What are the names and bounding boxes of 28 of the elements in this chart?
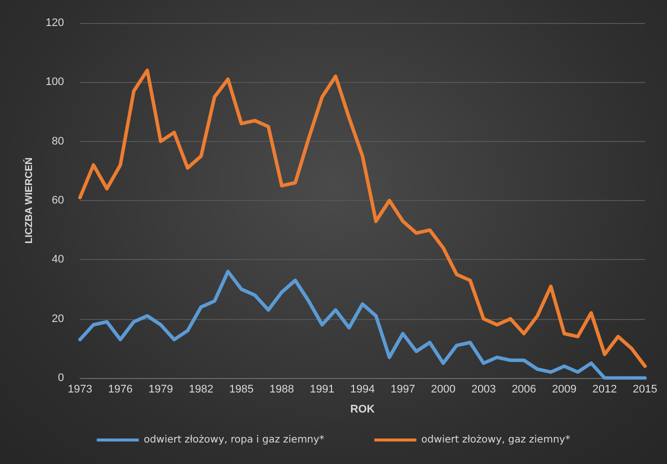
x-tick-label: 2015 [632,384,658,396]
x-tick-label: 1991 [310,384,334,396]
y-tick-label: 100 [46,76,64,88]
line-series [78,68,647,368]
y-tick-label: 80 [52,135,64,148]
x-axis-title: ROK [350,404,375,416]
x-tick-label: 1997 [390,384,416,396]
x-tick-label: 1994 [350,384,375,396]
x-tick-label: 1988 [270,384,294,396]
y-tick-label: 40 [52,254,64,266]
x-tick-label: 2009 [552,384,577,396]
y-axis-title: LICZBA WIERCEŃ [23,157,36,244]
y-tick-label: 20 [52,312,64,325]
x-tick-label: 2012 [592,384,617,396]
legend-label: odwiert złożowy, gaz ziemny* [421,434,570,446]
y-tick-label: 0 [58,372,64,384]
x-tick-label: 2006 [512,384,536,396]
x-tick-label: 2000 [430,384,456,396]
x-tick-label: 1976 [108,384,133,396]
line-series [78,270,647,380]
x-tick-label: 2003 [471,384,496,396]
legend-label: odwiert złożowy, ropa i gaz ziemny* [144,434,324,446]
x-tick-label: 1979 [148,384,173,396]
y-tick-label: 60 [52,194,64,206]
x-tick-label: 1985 [229,384,254,396]
x-tick-label: 1973 [68,384,92,396]
y-tick-label: 120 [46,17,64,29]
x-tick-label: 1982 [188,384,214,396]
